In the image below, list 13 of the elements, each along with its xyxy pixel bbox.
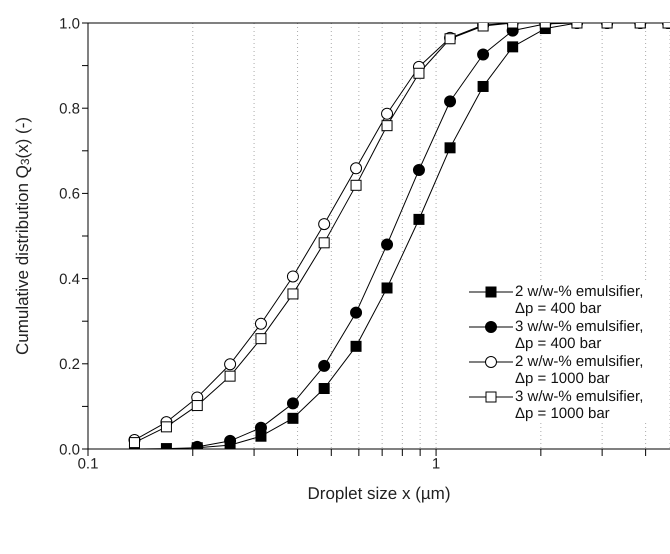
- x-tick-label: 1: [432, 456, 440, 473]
- x-tick-label: 0.1: [78, 456, 98, 473]
- x-axis-title: Droplet size x (µm): [308, 484, 450, 503]
- y-tick-label: 0.8: [59, 100, 80, 118]
- y-tick-label: 1.0: [59, 15, 80, 32]
- legend-label: 3 w/w-% emulsifier, Δp = 1000 bar: [515, 388, 644, 422]
- y-tick-label: 0.2: [59, 356, 80, 374]
- y-tick-label: 0.0: [59, 441, 80, 458]
- legend-label: 2 w/w-% emulsifier, Δp = 400 bar: [515, 283, 644, 317]
- y-tick-label: 0.4: [59, 270, 80, 288]
- y-tick-label: 0.6: [59, 186, 80, 203]
- legend-label: 3 w/w-% emulsifier, Δp = 400 bar: [515, 318, 644, 352]
- legend-label: 2 w/w-% emulsifier, Δp = 1000 bar: [515, 353, 644, 387]
